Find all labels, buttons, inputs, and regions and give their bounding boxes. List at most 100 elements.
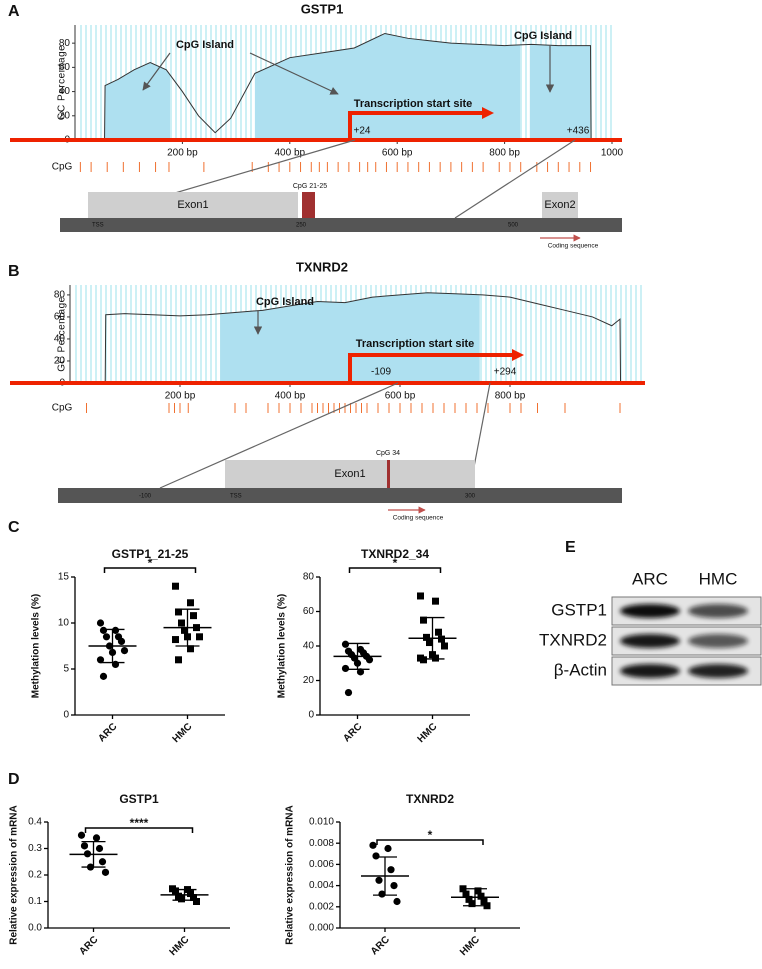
error-bar [463, 888, 487, 907]
data-point [77, 831, 86, 839]
y-axis-label: Methylation levels (%) [31, 594, 42, 698]
coding-label: Coding sequence [548, 243, 599, 250]
exon-box [225, 460, 475, 488]
y-tick-label: 0 [63, 710, 69, 721]
x-tick-label: 600 bp [382, 148, 413, 159]
y-axis-label: Relative expression of mRNA [285, 805, 296, 945]
exon-box [88, 192, 298, 218]
y-tick-label: 5 [63, 664, 69, 675]
chart-title: GSTP1 [301, 1, 344, 16]
data-point [344, 688, 353, 697]
blot-band [620, 604, 680, 618]
x-tick-label: HMC [171, 721, 195, 745]
data-point [120, 647, 129, 655]
island-label: CpG Island [176, 39, 234, 51]
chart-title: TXNRD2 [406, 792, 454, 806]
error-bar [172, 888, 197, 901]
data-point [477, 892, 485, 900]
y-axis-label: GC Percentage [57, 296, 68, 371]
x-tick-label: 600 bp [385, 391, 416, 402]
data-point [172, 887, 179, 895]
tss-label: Transcription start site [356, 338, 475, 350]
x-tick-label: HMC [416, 721, 440, 745]
data-point [462, 890, 470, 898]
significance-bracket [84, 827, 194, 833]
map-mark: 500 [508, 223, 519, 229]
exon-label: Exon1 [334, 468, 365, 480]
y-tick-label: 40 [59, 86, 71, 97]
map-mark: 300 [465, 494, 476, 500]
y-tick-label: 80 [303, 572, 315, 583]
gene-bar [60, 218, 622, 232]
y-tick-label: 0.008 [309, 838, 334, 849]
data-point [384, 844, 392, 853]
data-point [196, 633, 203, 641]
gene-bar [58, 488, 622, 503]
data-point [190, 894, 197, 902]
y-tick-label: 20 [54, 356, 66, 367]
data-point [420, 616, 427, 624]
chart-title: GSTP1 [119, 792, 159, 806]
error-bar [420, 616, 445, 660]
error-bar [175, 608, 200, 647]
y-tick-label: 80 [59, 38, 71, 49]
position-label: +24 [354, 126, 371, 137]
error-bar [373, 856, 397, 896]
blot-band [620, 634, 680, 648]
data-point [432, 654, 439, 662]
x-tick-label: 800 bp [495, 391, 526, 402]
panel-label: E [565, 539, 576, 556]
data-point [181, 626, 188, 634]
chart-title: TXNRD2 [296, 259, 348, 274]
data-point [375, 876, 383, 884]
lane-label: ARC [632, 569, 668, 588]
data-point [387, 866, 395, 874]
data-point [102, 633, 111, 641]
error-bar [81, 840, 106, 868]
data-point [465, 895, 473, 903]
tss-label: Transcription start site [354, 98, 473, 110]
exon-label: Exon2 [544, 199, 575, 211]
data-point [372, 852, 380, 860]
chart-title: GSTP1_21-25 [112, 547, 189, 561]
gc-line [104, 292, 622, 384]
protein-label: TXNRD2 [539, 630, 607, 649]
data-point [175, 656, 182, 664]
data-point [441, 642, 448, 650]
x-tick-label: 800 bp [489, 148, 520, 159]
data-point [341, 640, 350, 648]
data-point [187, 645, 194, 653]
data-point [423, 633, 430, 641]
data-point [420, 656, 427, 664]
significance-label: * [148, 556, 153, 570]
data-point [101, 868, 110, 876]
island-arrow [249, 52, 339, 95]
y-tick-label: 40 [303, 641, 315, 652]
panel-label: D [8, 771, 20, 788]
position-label: +436 [567, 126, 590, 137]
data-point [356, 668, 365, 676]
position-label: -109 [371, 367, 391, 378]
data-point [378, 890, 386, 898]
map-mark: -100 [139, 494, 152, 500]
y-tick-label: 0.010 [309, 817, 334, 828]
x-tick-label: HMC [458, 934, 482, 958]
y-tick-label: 0.4 [28, 817, 42, 828]
y-tick-label: 0.0 [28, 923, 42, 934]
x-tick-label: 400 bp [275, 148, 306, 159]
cpg-site-label: CpG 21-25 [293, 183, 327, 190]
y-tick-label: 20 [303, 675, 315, 686]
data-point [426, 639, 433, 647]
chart-title: TXNRD2_34 [361, 547, 429, 561]
data-point [190, 612, 197, 620]
x-tick-label: ARC [96, 721, 119, 744]
data-point [178, 895, 185, 903]
coding-label: Coding sequence [393, 515, 444, 522]
blot-band [688, 634, 748, 648]
x-tick-label: ARC [77, 934, 100, 957]
x-tick-label: HMC [168, 934, 192, 958]
y-axis-label: Methylation levels (%) [277, 594, 288, 698]
blot-band [620, 664, 680, 678]
position-label: +294 [494, 367, 517, 378]
